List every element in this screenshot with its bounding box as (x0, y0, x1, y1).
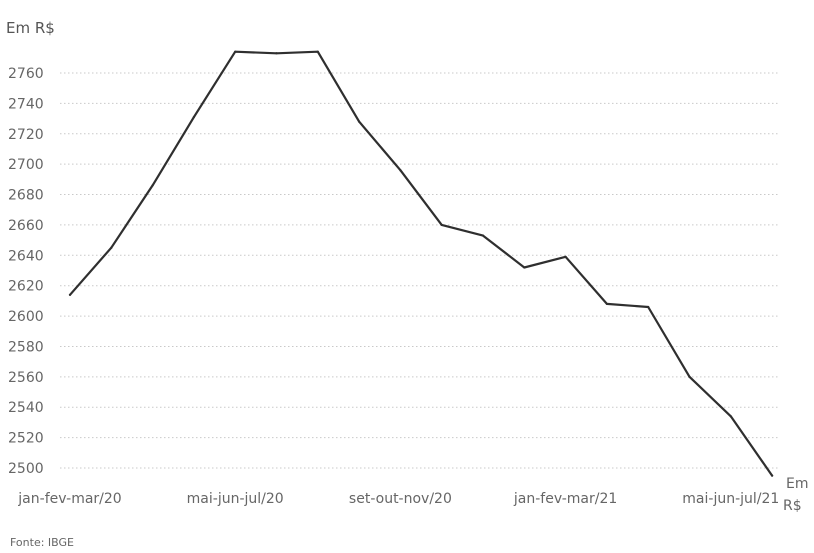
data-point (151, 184, 154, 187)
y-tick-label: 2520 (8, 431, 44, 447)
x-tick-label: jan-fev-mar/21 (513, 491, 617, 507)
data-points (68, 50, 774, 477)
data-point (399, 169, 402, 172)
y-tick-label: 2500 (8, 461, 44, 477)
y-tick-label: 2740 (8, 96, 44, 112)
data-point (523, 266, 526, 269)
x-tick-label: jan-fev-mar/20 (17, 491, 121, 507)
data-point (771, 474, 774, 477)
y-tick-label: 2600 (8, 309, 44, 325)
data-point (481, 234, 485, 237)
y-tick-label: 2540 (8, 400, 44, 416)
grid-lines (60, 72, 780, 469)
data-point (358, 120, 361, 123)
y-tick-labels: 2500 2520 2540 2560 2580 2600 2620 2640 2660 2680… (8, 66, 44, 477)
data-point (688, 375, 691, 378)
data-point (316, 50, 319, 53)
data-point (729, 415, 732, 418)
data-point (605, 302, 609, 306)
x-tick-label: mai-jun-jul/20 (187, 491, 284, 507)
y-tick-label: 2660 (8, 218, 44, 234)
data-point (234, 50, 237, 53)
x-tick-label: set-out-nov/20 (349, 491, 452, 507)
x-unit-label-line2: R$ (783, 498, 802, 514)
y-tick-label: 2560 (8, 370, 44, 386)
y-tick-label: 2640 (8, 248, 44, 264)
data-point (440, 223, 443, 227)
x-unit-label-line1: Em (786, 476, 808, 492)
y-unit-label: Em R$ (6, 19, 55, 37)
x-tick-label: mai-jun-jul/21 (682, 491, 779, 507)
data-point (564, 255, 567, 258)
y-tick-label: 2720 (8, 127, 44, 143)
data-point (192, 115, 195, 119)
y-tick-label: 2700 (8, 157, 44, 173)
x-tick-labels: jan-fev-mar/20 mai-jun-jul/20 set-out-nov/… (17, 491, 779, 507)
y-tick-label: 2760 (8, 66, 44, 82)
y-tick-label: 2580 (8, 339, 44, 355)
data-point (68, 293, 72, 296)
data-point (110, 246, 113, 249)
source-note: Fonte: IBGE (10, 536, 74, 549)
data-point (647, 305, 650, 309)
y-tick-label: 2620 (8, 279, 44, 295)
y-tick-label: 2680 (8, 188, 44, 204)
data-point (275, 52, 278, 55)
series-line (68, 50, 774, 477)
